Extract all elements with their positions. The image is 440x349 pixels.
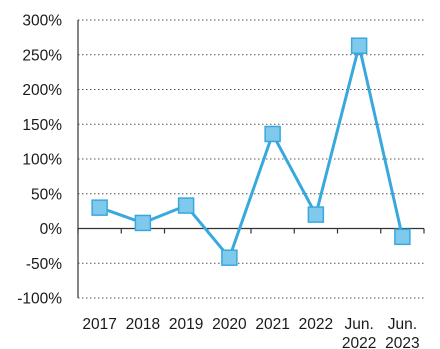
x-tick-label-line: 2023 — [385, 335, 419, 349]
x-tick-label-line: Jun. — [388, 316, 417, 333]
y-tick-label: 150% — [22, 117, 62, 134]
y-tick-label: 200% — [22, 82, 62, 99]
data-point-marker — [177, 197, 195, 214]
x-tick-label: 2021 — [255, 316, 289, 333]
y-tick-label: 100% — [22, 152, 62, 169]
data-point-marker — [91, 199, 108, 216]
data-point-marker — [134, 214, 152, 232]
x-tick-label: 2017 — [82, 316, 116, 333]
x-tick-label-line: 2022 — [342, 335, 376, 349]
y-tick-label: 250% — [22, 47, 62, 64]
data-point-marker — [307, 206, 325, 223]
y-tick-label: 300% — [22, 13, 62, 30]
y-tick-label: -50% — [26, 256, 62, 273]
x-tick-label: 2019 — [169, 316, 203, 333]
y-tick-label: 0% — [40, 221, 63, 238]
y-tick-label: 50% — [31, 186, 62, 203]
x-tick-label: 2022 — [299, 316, 333, 333]
x-tick-label: Jun. 2022 — [342, 316, 376, 349]
x-tick-label-line: Jun. — [344, 316, 373, 333]
y-tick-label: -100% — [17, 291, 62, 308]
x-tick-label: Jun. 2023 — [385, 316, 419, 349]
data-point-marker — [221, 249, 238, 266]
data-point-marker — [394, 228, 411, 246]
data-point-marker — [350, 37, 368, 54]
x-tick-label: 2020 — [212, 316, 247, 333]
data-point-marker — [264, 125, 281, 143]
x-tick-label: 2018 — [126, 316, 160, 333]
